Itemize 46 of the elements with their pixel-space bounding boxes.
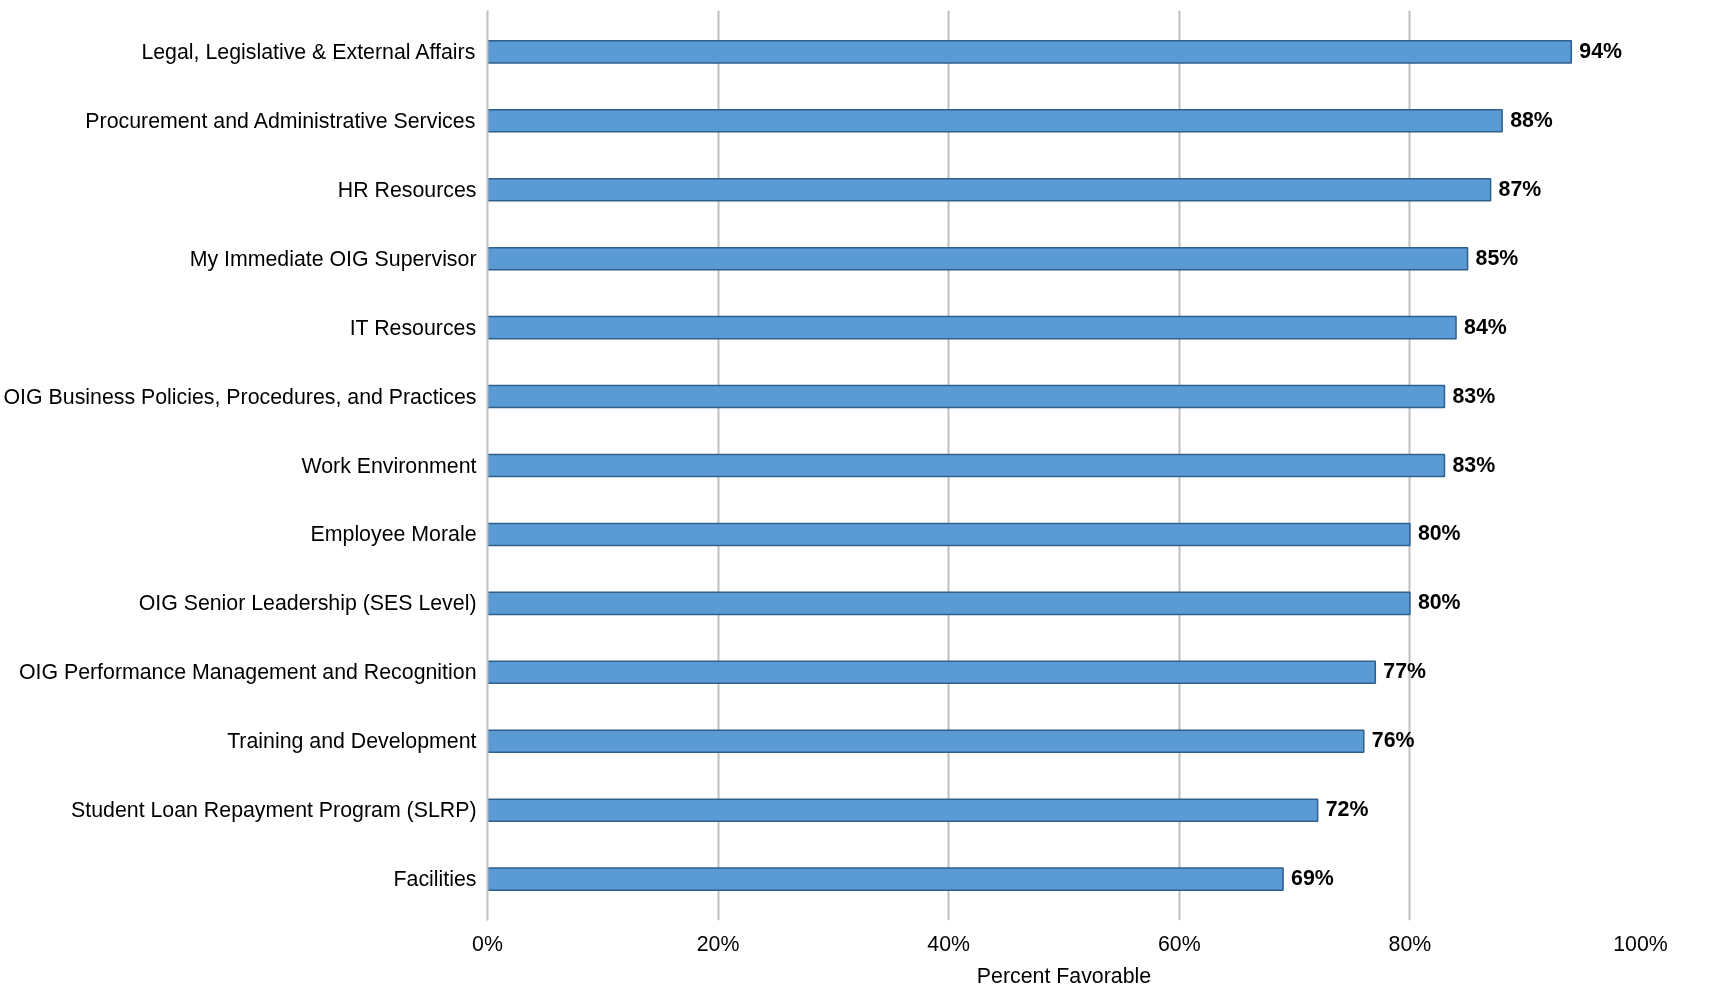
y-tick-label: IT Resources (349, 315, 477, 340)
bar (487, 40, 1573, 64)
y-tick-label: OIG Performance Management and Recognition (18, 660, 477, 685)
y-tick-label: Employee Morale (310, 522, 477, 547)
bar (487, 867, 1284, 891)
x-tick-label: 0% (472, 931, 503, 956)
data-label: 83% (1452, 452, 1496, 477)
data-label: 88% (1510, 107, 1553, 132)
y-tick-label: Legal, Legislative & External Affairs (141, 39, 476, 64)
x-axis-title: Percent Favorable (976, 963, 1152, 988)
bar (487, 384, 1446, 409)
data-label: 69% (1291, 866, 1334, 891)
y-tick-label: My Immediate OIG Supervisor (189, 246, 477, 271)
data-label: 83% (1452, 383, 1496, 408)
x-tick-label: 20% (696, 931, 740, 956)
data-label: 94% (1579, 38, 1623, 63)
y-tick-label: Student Loan Repayment Program (SLRP) (71, 798, 477, 823)
bar (487, 109, 1503, 133)
data-label: 72% (1325, 797, 1369, 822)
data-label: 85% (1475, 245, 1519, 270)
data-label: 84% (1464, 314, 1507, 339)
data-label: 76% (1371, 728, 1415, 753)
bar (487, 660, 1377, 685)
bar (487, 522, 1411, 547)
bar (487, 177, 1492, 202)
x-tick-label: 80% (1388, 931, 1432, 956)
bar (487, 453, 1446, 478)
data-label: 80% (1417, 521, 1461, 546)
y-tick-label: HR Resources (337, 177, 477, 202)
bar (487, 591, 1411, 616)
bar (487, 729, 1365, 754)
data-label: 77% (1383, 659, 1427, 684)
y-tick-label: OIG Senior Leadership (SES Level) (138, 591, 477, 616)
bar (487, 315, 1457, 340)
x-tick-label: 100% (1613, 931, 1668, 956)
x-tick-label: 60% (1157, 931, 1201, 956)
data-label: 87% (1498, 176, 1542, 201)
y-tick-label: OIG Business Policies, Procedures, and Practices (3, 384, 477, 409)
y-tick-label: Work Environment (301, 453, 477, 478)
y-tick-label: Training and Development (227, 729, 477, 754)
data-label: 80% (1417, 590, 1461, 615)
y-tick-label: Procurement and Administrative Services (85, 108, 476, 133)
x-tick-label: 40% (927, 931, 971, 956)
y-tick-label: Facilities (393, 867, 477, 892)
bar (487, 798, 1319, 822)
bar (487, 246, 1469, 271)
